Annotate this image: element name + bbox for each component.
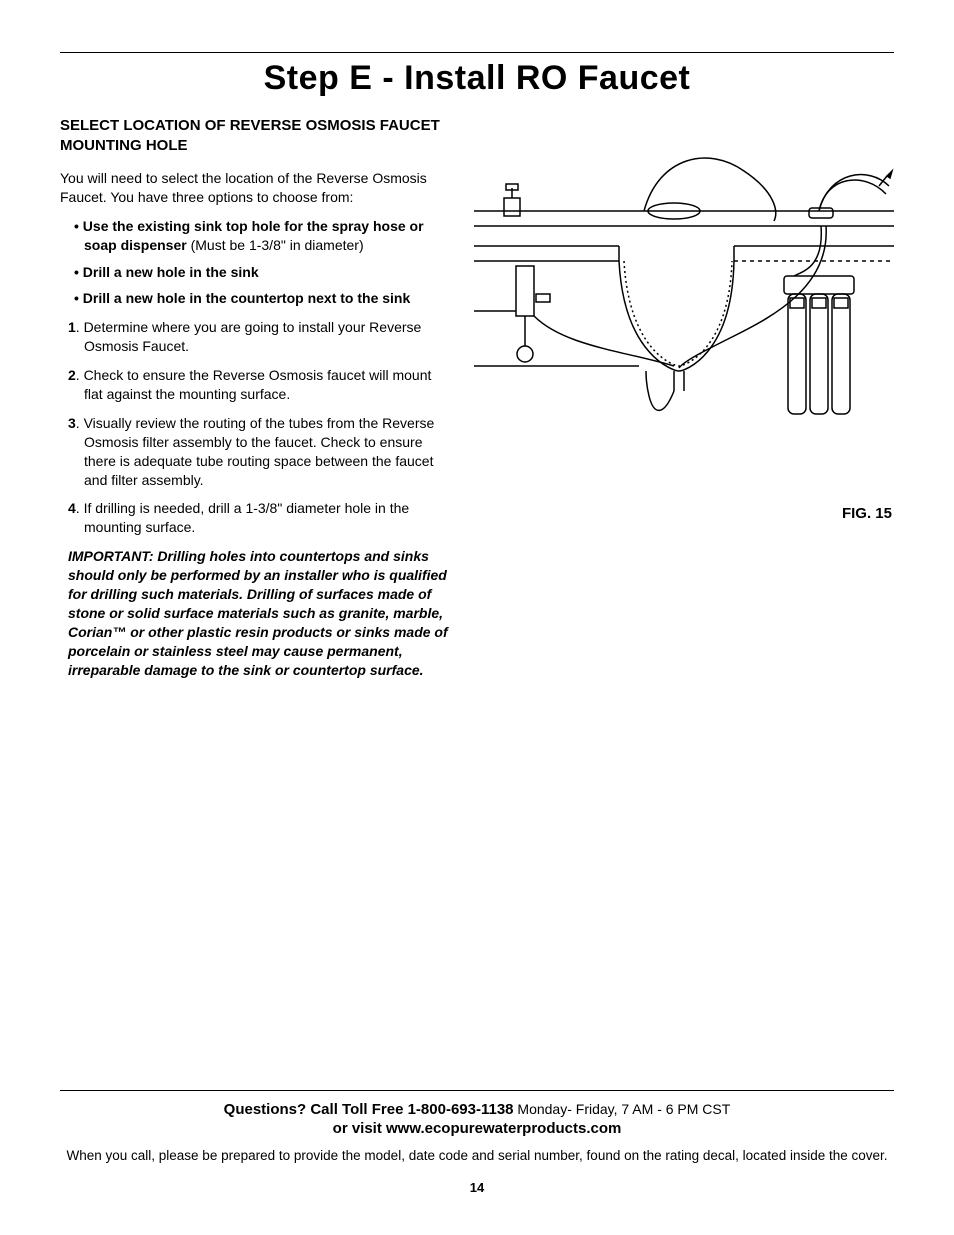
step-item: 4. If drilling is needed, drill a 1-3/8"… (68, 499, 450, 537)
step-item: 2. Check to ensure the Reverse Osmosis f… (68, 366, 450, 404)
content-columns: SELECT LOCATION OF REVERSE OSMOSIS FAUCE… (60, 116, 894, 679)
right-column: FIG. 15 (474, 116, 894, 679)
figure-caption: FIG. 15 (474, 505, 894, 522)
important-note: IMPORTANT: Drilling holes into counterto… (60, 547, 450, 679)
sink-faucet-diagram (474, 116, 894, 496)
section-heading: SELECT LOCATION OF REVERSE OSMOSIS FAUCE… (60, 116, 450, 155)
left-column: SELECT LOCATION OF REVERSE OSMOSIS FAUCE… (60, 116, 450, 679)
page-footer: Questions? Call Toll Free 1-800-693-1138… (60, 1090, 894, 1195)
step-item: 3. Visually review the routing of the tu… (68, 414, 450, 490)
option-item: Drill a new hole in the countertop next … (74, 289, 450, 308)
manual-page: Step E - Install RO Faucet SELECT LOCATI… (0, 0, 954, 1235)
footer-visit: or visit www.ecopurewaterproducts.com (60, 1120, 894, 1137)
option-item: Drill a new hole in the sink (74, 263, 450, 282)
figure-wrap: FIG. 15 (474, 116, 894, 522)
page-number: 14 (60, 1180, 894, 1195)
footer-note: When you call, please be prepared to pro… (60, 1147, 894, 1166)
page-title: Step E - Install RO Faucet (60, 59, 894, 98)
footer-questions: Questions? Call Toll Free 1-800-693-1138… (60, 1101, 894, 1118)
options-list: Use the existing sink top hole for the s… (60, 217, 450, 309)
footer-rule (60, 1090, 894, 1091)
step-item: 1. Determine where you are going to inst… (68, 318, 450, 356)
option-item: Use the existing sink top hole for the s… (74, 217, 450, 255)
intro-text: You will need to select the location of … (60, 169, 450, 207)
top-rule (60, 52, 894, 53)
steps-list: 1. Determine where you are going to inst… (60, 318, 450, 537)
